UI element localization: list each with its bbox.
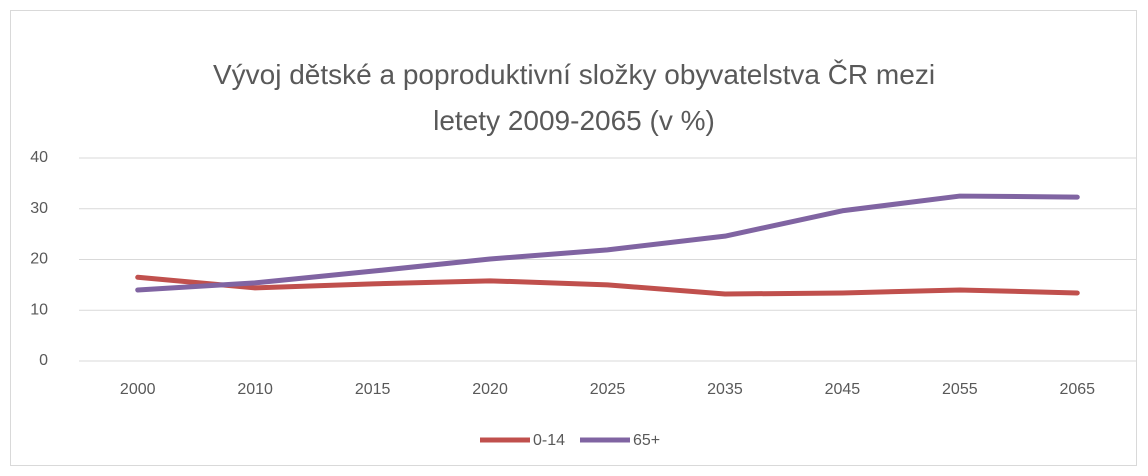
legend-label: 0-14 xyxy=(533,432,565,449)
x-tick-label: 2065 xyxy=(1059,381,1095,398)
y-tick-label: 0 xyxy=(39,352,48,369)
x-tick-label: 2010 xyxy=(237,381,273,398)
x-tick-label: 2035 xyxy=(707,381,743,398)
x-tick-label: 2000 xyxy=(120,381,156,398)
y-tick-label: 20 xyxy=(30,251,48,268)
data-line xyxy=(135,193,1080,293)
y-tick-label: 40 xyxy=(30,149,48,166)
x-tick-label: 2015 xyxy=(355,381,391,398)
chart-title: Vývoj dětské a poproduktivní složky obyv… xyxy=(212,59,936,136)
x-tick-label: 2020 xyxy=(472,381,508,398)
x-tick-label: 2025 xyxy=(590,381,626,398)
chart-border xyxy=(10,10,1137,466)
data-line xyxy=(135,274,1080,297)
x-tick-label: 2045 xyxy=(825,381,861,398)
y-tick-label: 30 xyxy=(30,200,48,217)
y-tick-label: 10 xyxy=(30,301,48,318)
x-tick-label: 2055 xyxy=(942,381,978,398)
legend-label: 65+ xyxy=(633,432,660,449)
